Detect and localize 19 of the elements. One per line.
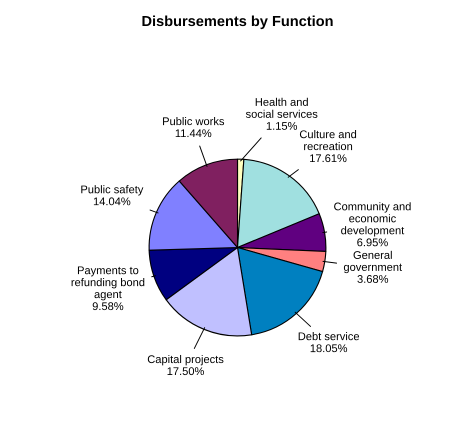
- data-label: 11.44%: [176, 129, 212, 138]
- slice-label: Capital projects: [148, 354, 224, 366]
- data-label: 3.68%: [357, 275, 388, 283]
- data-label: 6.95%: [357, 238, 388, 246]
- chart-title: Disbursements by Function: [142, 15, 333, 30]
- slice-label: Public safety: [81, 185, 144, 196]
- slice-label: Payments to refunding bond agent: [72, 266, 144, 300]
- slice-label: Culture and recreation: [300, 130, 356, 150]
- data-label: 9.58%: [92, 302, 124, 310]
- data-label: 14.04%: [94, 197, 130, 206]
- data-label: 18.05%: [310, 344, 348, 352]
- slice-label: Public works: [163, 117, 224, 126]
- slice-label: Debt service: [298, 332, 360, 340]
- slice-label: General government: [344, 250, 402, 274]
- slice-label: Health and social services: [246, 98, 318, 118]
- data-label: 17.50%: [168, 367, 204, 376]
- slice-label: Community and economic development: [334, 202, 411, 237]
- data-label: 1.15%: [266, 122, 298, 130]
- data-label: 17.61%: [310, 154, 347, 162]
